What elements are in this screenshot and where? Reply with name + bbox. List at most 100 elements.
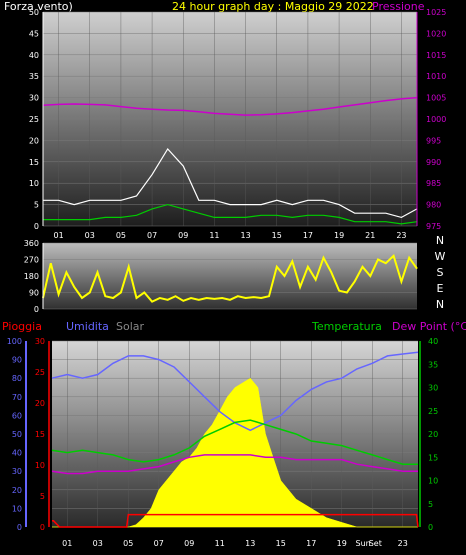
series-rain — [52, 513, 419, 528]
panel-rain-humidity-temperature-axes: 0102030405060708090100051015202530051015… — [7, 337, 438, 548]
hour-tick-label: 13 — [240, 231, 250, 240]
humidity-tick-label: 90 — [12, 356, 22, 365]
rain-tick-label: 25 — [35, 368, 45, 377]
hour-tick-label: Set — [369, 539, 382, 548]
hour-tick-label: Sun — [355, 539, 370, 548]
header-right-label: Pressione — [372, 0, 425, 13]
hour-tick-label: 15 — [276, 539, 286, 548]
y-left-tick-label: 10 — [29, 179, 39, 188]
temperature-tick-label: 35 — [428, 360, 438, 369]
hour-tick-label: 11 — [215, 539, 225, 548]
temperature-tick-label: 40 — [428, 337, 438, 346]
temperature-tick-label: 15 — [428, 453, 438, 462]
hour-tick-label: 09 — [178, 231, 188, 240]
hour-tick-label: 21 — [365, 231, 375, 240]
series-direction — [42, 253, 418, 303]
compass-label: E — [437, 282, 444, 295]
rain-tick-label: 20 — [35, 399, 45, 408]
compass-label: N — [436, 234, 444, 247]
dewpoint-label: Dew Point (°C) — [392, 320, 466, 333]
temperature-tick-label: 25 — [428, 407, 438, 416]
humidity-tick-label: 70 — [12, 393, 22, 402]
rain-tick-label: 10 — [35, 461, 45, 470]
temperature-tick-label: 10 — [428, 477, 438, 486]
rain-tick-label: 0 — [40, 523, 45, 532]
panel-wind-direction-series — [42, 253, 418, 303]
y-right-tick-label: 975 — [426, 222, 441, 231]
hour-tick-label: 17 — [306, 539, 316, 548]
y-left-tick-label: 40 — [29, 51, 39, 60]
temperature-tick-label: 0 — [428, 523, 433, 532]
y-left-tick-label: 15 — [29, 158, 39, 167]
hour-tick-label: 13 — [245, 539, 255, 548]
hour-tick-label: 03 — [85, 231, 95, 240]
hour-tick-label: 11 — [209, 231, 219, 240]
humidity-tick-label: 100 — [7, 337, 22, 346]
temperature-tick-label: 30 — [428, 384, 438, 393]
humidity-tick-label: 0 — [17, 523, 22, 532]
hour-tick-label: 09 — [184, 539, 194, 548]
hour-tick-label: 01 — [53, 231, 63, 240]
y-left-tick-label: 5 — [34, 201, 39, 210]
chart-title: 24 hour graph day : Maggio 29 2022 — [172, 0, 374, 13]
y-left-tick-label: 45 — [29, 29, 39, 38]
hour-tick-label: 19 — [334, 231, 344, 240]
hour-tick-label: 23 — [398, 539, 408, 548]
y-right-tick-label: 1025 — [426, 8, 446, 17]
humidity-tick-label: 60 — [12, 411, 22, 420]
humidity-tick-label: 80 — [12, 374, 22, 383]
hour-tick-label: 19 — [337, 539, 347, 548]
series-wind_avg — [43, 203, 418, 225]
y-right-tick-label: 1015 — [426, 51, 446, 60]
hour-tick-label: 01 — [62, 539, 72, 548]
humidity-label: Umidita — [66, 320, 109, 333]
series-solar — [52, 377, 418, 528]
temperature-label: Temperatura — [311, 320, 382, 333]
temperature-tick-label: 5 — [428, 500, 433, 509]
y-left-tick-label: 35 — [29, 72, 39, 81]
header-left-label: Forza vento) — [4, 0, 73, 13]
y-right-tick-label: 1010 — [426, 72, 446, 81]
panel-wind-direction-grid — [43, 242, 417, 310]
y-left-tick-label: 30 — [29, 94, 39, 103]
rain-label: Pioggia — [2, 320, 42, 333]
hour-tick-label: 03 — [93, 539, 103, 548]
direction-tick-label: 180 — [24, 272, 39, 281]
temperature-tick-label: 20 — [428, 430, 438, 439]
y-right-tick-label: 980 — [426, 201, 441, 210]
panel-rain-humidity-temperature-series — [51, 351, 419, 528]
direction-tick-label: 360 — [24, 239, 39, 248]
series-temperature — [51, 419, 418, 465]
y-left-tick-label: 0 — [34, 222, 39, 231]
direction-tick-label: 270 — [24, 256, 39, 265]
hour-tick-label: 07 — [147, 231, 157, 240]
hour-tick-label: 05 — [116, 231, 126, 240]
panel-wind-pressure-axes: 0510152025303540455097598098599099510001… — [29, 8, 447, 240]
humidity-tick-label: 20 — [12, 486, 22, 495]
rain-tick-label: 30 — [35, 337, 45, 346]
humidity-tick-label: 10 — [12, 504, 22, 513]
y-right-tick-label: 1020 — [426, 29, 446, 38]
rain-tick-label: 5 — [40, 492, 45, 501]
solar-label: Solar — [116, 320, 145, 333]
humidity-tick-label: 40 — [12, 449, 22, 458]
series-wind_gust — [43, 148, 418, 219]
humidity-tick-label: 30 — [12, 467, 22, 476]
y-right-tick-label: 1005 — [426, 94, 446, 103]
y-right-tick-label: 1000 — [426, 115, 446, 124]
hour-tick-label: 23 — [396, 231, 406, 240]
rain-tick-label: 15 — [35, 430, 45, 439]
panel-wind-pressure-grid — [43, 11, 417, 227]
hour-tick-label: 05 — [123, 539, 133, 548]
y-left-tick-label: 50 — [29, 8, 39, 17]
humidity-tick-label: 50 — [12, 430, 22, 439]
y-right-tick-label: 985 — [426, 179, 441, 188]
y-right-tick-label: 995 — [426, 136, 441, 145]
compass-label: N — [436, 298, 444, 311]
hour-tick-label: 15 — [272, 231, 282, 240]
series-pressure — [42, 96, 418, 116]
direction-tick-label: 0 — [34, 305, 39, 314]
hour-tick-label: 17 — [303, 231, 313, 240]
